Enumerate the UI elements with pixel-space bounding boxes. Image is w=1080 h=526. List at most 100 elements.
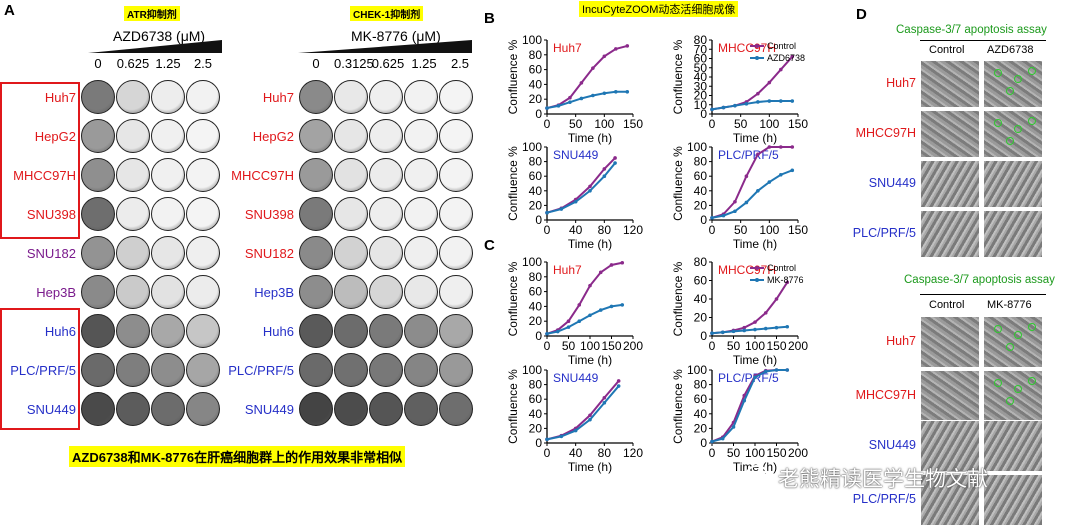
data-point [568, 95, 572, 100]
cell-line-label: HepG2 [252, 129, 294, 144]
colony-well [404, 158, 438, 192]
x-tick-label: 50 [569, 117, 583, 131]
data-point [721, 213, 726, 218]
control-micrograph [920, 60, 980, 108]
data-point [733, 199, 737, 204]
colony-well [116, 158, 150, 192]
right-drug-label: MK-8776 (μM) [351, 28, 441, 44]
y-tick-label: 20 [529, 314, 543, 328]
data-point [573, 428, 578, 433]
data-point [545, 106, 549, 110]
data-point [559, 207, 564, 211]
data-point [756, 91, 760, 96]
data-point [579, 81, 584, 85]
colony-well [151, 353, 185, 387]
y-axis-label: Confluence % [671, 261, 685, 336]
colony-well [299, 392, 333, 426]
data-point [767, 80, 772, 85]
data-point [613, 161, 617, 165]
data-point [753, 320, 757, 324]
colony-well [299, 353, 333, 387]
colony-well [439, 236, 473, 270]
y-tick-label: 80 [694, 255, 708, 269]
chart-cell-label: SNU449 [553, 371, 599, 385]
caspase-positive-cell [1006, 137, 1014, 145]
colony-well [369, 158, 403, 192]
data-point [779, 145, 783, 149]
colony-well [404, 314, 438, 348]
colony-well [439, 80, 473, 114]
y-tick-label: 0 [535, 436, 542, 450]
x-tick-label: 50 [734, 223, 748, 237]
control-micrograph [920, 370, 980, 422]
colony-well [81, 158, 115, 192]
data-point [753, 375, 757, 380]
x-axis-label: Time (h) [568, 353, 612, 367]
data-point [742, 398, 747, 403]
colony-well [299, 197, 333, 231]
chart-cell-label: PLC/PRF/5 [718, 148, 779, 162]
cell-line-label: Huh6 [44, 324, 76, 339]
colony-well [81, 314, 115, 348]
colony-well [334, 392, 368, 426]
y-tick-label: 60 [529, 285, 543, 299]
data-point [774, 368, 779, 372]
colony-well [151, 158, 185, 192]
wechat-icon [746, 463, 774, 493]
series-line [711, 369, 788, 443]
data-point [545, 331, 549, 336]
caspase-positive-cell [1006, 87, 1014, 95]
concentration-label: 1.25 [411, 56, 437, 71]
caspase-positive-cell [1014, 125, 1022, 133]
colony-well [186, 158, 220, 192]
y-axis-label: Confluence % [506, 146, 520, 221]
apoptosis-row-label: SNU449 [868, 176, 916, 190]
x-tick-label: 120 [623, 223, 643, 237]
chart-cell-label: MHCC97H [718, 263, 776, 277]
colony-well [334, 158, 368, 192]
data-point [742, 328, 747, 333]
y-tick-label: 80 [694, 155, 708, 169]
data-point [609, 304, 614, 309]
assay-title-bottom: Caspase-3/7 apoptosis assay [904, 274, 1055, 286]
panel-a-caption: AZD6738和MK-8776在肝癌细胞群上的作用效果非常相似 [69, 446, 406, 467]
y-tick-label: 0 [700, 329, 707, 343]
x-tick-label: 150 [766, 446, 786, 460]
concentration-label: 0.3125 [334, 56, 374, 71]
treated-micrograph [983, 210, 1043, 258]
x-tick-label: 80 [598, 223, 612, 237]
data-point [733, 209, 737, 214]
colony-well [116, 119, 150, 153]
data-point [577, 319, 582, 324]
treated-micrograph [983, 474, 1043, 526]
data-point [779, 67, 783, 72]
y-tick-label: 80 [694, 33, 708, 47]
data-point [710, 216, 714, 220]
x-tick-label: 50 [727, 446, 741, 460]
data-point [767, 145, 772, 149]
treated-micrograph [983, 60, 1043, 108]
bottom-col-control: Control [929, 299, 965, 311]
data-point [753, 327, 757, 332]
data-point [602, 401, 607, 405]
x-tick-label: 0 [709, 223, 716, 237]
colony-well [116, 197, 150, 231]
series-line [546, 157, 616, 214]
data-point [779, 99, 783, 103]
y-tick-label: 40 [529, 407, 543, 421]
y-tick-label: 20 [529, 92, 543, 106]
x-tick-label: 80 [598, 446, 612, 460]
data-point [763, 311, 768, 315]
data-point [720, 436, 725, 441]
x-tick-label: 40 [569, 446, 583, 460]
x-tick-label: 0 [709, 446, 716, 460]
control-micrograph [920, 110, 980, 158]
colony-well [334, 353, 368, 387]
y-tick-label: 100 [522, 363, 542, 377]
y-tick-label: 20 [529, 198, 543, 212]
apoptosis-row-label: Huh7 [886, 334, 916, 348]
x-axis-label: Time (h) [568, 131, 612, 145]
data-point [614, 47, 618, 51]
legend-marker [755, 266, 759, 270]
data-point [588, 413, 592, 418]
